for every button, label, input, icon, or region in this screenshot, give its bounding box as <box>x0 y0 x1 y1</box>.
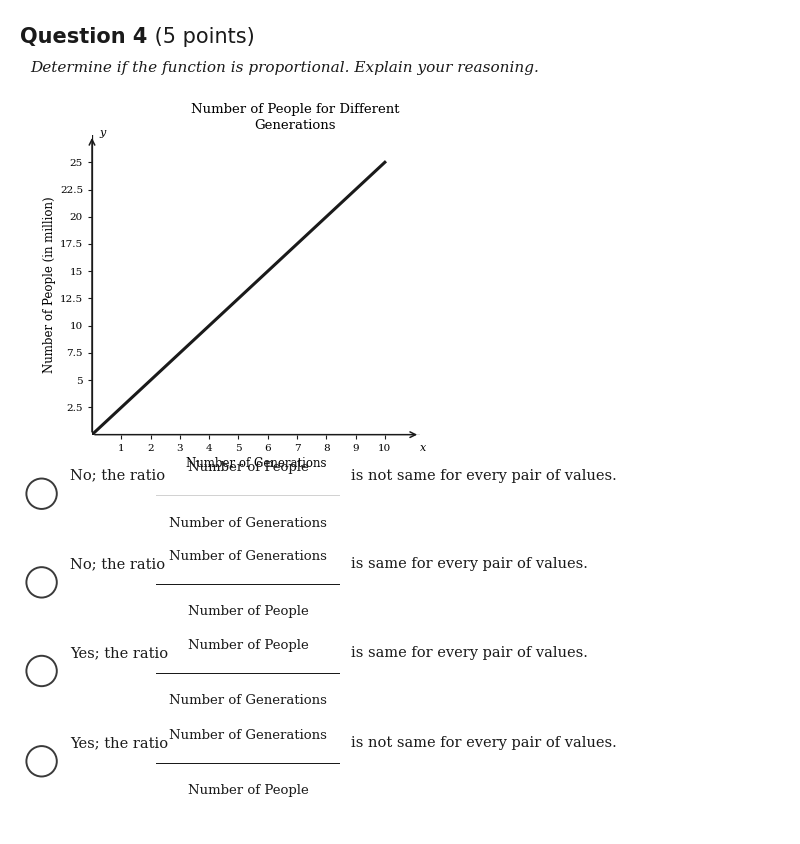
Text: Number of Generations: Number of Generations <box>169 517 327 529</box>
Text: Number of Generations: Number of Generations <box>169 694 327 706</box>
Text: Number of People for Different
Generations: Number of People for Different Generatio… <box>191 103 400 132</box>
Text: Number of People: Number of People <box>188 605 308 618</box>
Text: Determine if the function is proportional. Explain your reasoning.: Determine if the function is proportiona… <box>30 61 539 75</box>
Text: is not same for every pair of values.: is not same for every pair of values. <box>351 736 617 750</box>
X-axis label: Number of Generations: Number of Generations <box>186 457 326 470</box>
Text: No; the ratio: No; the ratio <box>70 468 166 483</box>
Text: No; the ratio: No; the ratio <box>70 557 166 571</box>
Text: Yes; the ratio: Yes; the ratio <box>70 646 169 660</box>
Text: Number of Generations: Number of Generations <box>169 550 327 563</box>
Y-axis label: Number of People (in million): Number of People (in million) <box>42 197 56 373</box>
Text: Number of People: Number of People <box>188 462 308 474</box>
Text: Number of People: Number of People <box>188 639 308 652</box>
Text: is not same for every pair of values.: is not same for every pair of values. <box>351 468 617 483</box>
Text: x: x <box>420 443 426 452</box>
Text: (5 points): (5 points) <box>148 27 254 47</box>
Text: Number of Generations: Number of Generations <box>169 729 327 742</box>
Text: is same for every pair of values.: is same for every pair of values. <box>351 557 588 571</box>
Text: Yes; the ratio: Yes; the ratio <box>70 736 169 750</box>
Text: Number of People: Number of People <box>188 784 308 797</box>
Text: is same for every pair of values.: is same for every pair of values. <box>351 646 588 660</box>
Text: y: y <box>99 128 106 138</box>
Text: Question 4: Question 4 <box>20 27 147 47</box>
